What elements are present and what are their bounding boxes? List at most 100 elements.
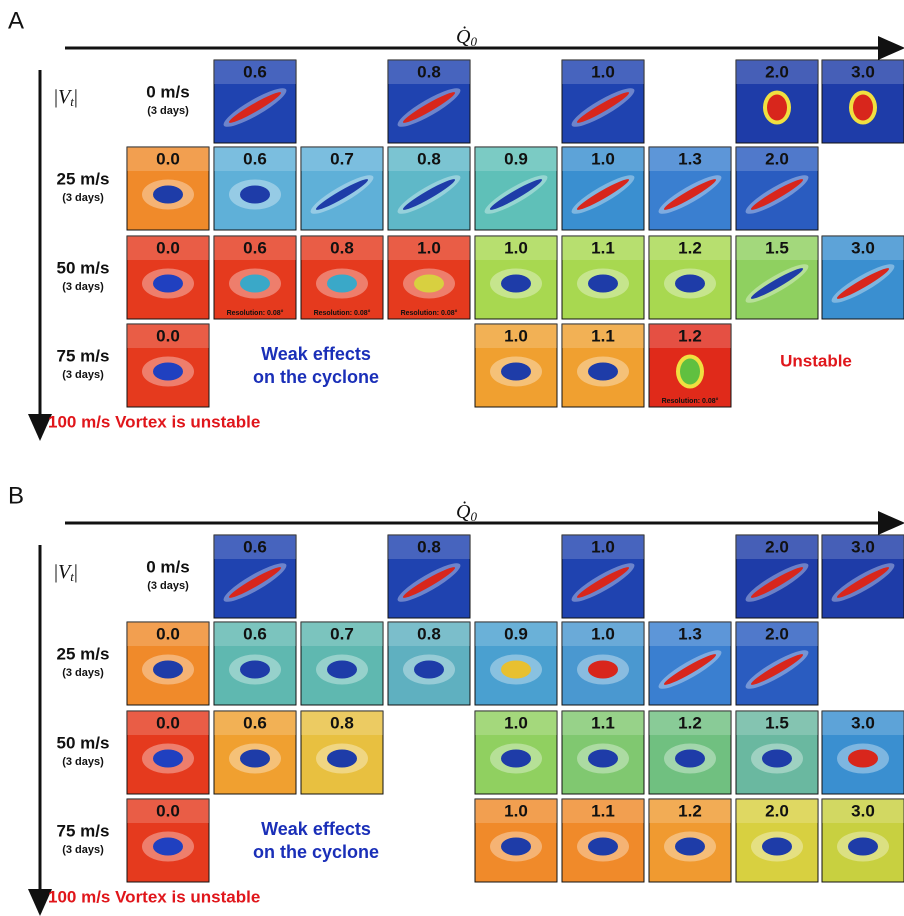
vortex-core (588, 750, 618, 768)
row-sub: (3 days) (62, 192, 104, 204)
tile-title: 1.0 (417, 238, 441, 257)
row-sub: (3 days) (147, 105, 189, 117)
vortex-core (767, 95, 787, 121)
tile-title: 1.5 (765, 238, 789, 257)
tile-title: 3.0 (851, 537, 875, 556)
vortex-core (588, 661, 618, 679)
note-line: on the cyclone (253, 842, 379, 862)
tile: 0.6 (214, 535, 296, 618)
vortex-core (153, 661, 183, 679)
row-sub: (3 days) (147, 580, 189, 592)
tile: 1.1 (562, 711, 644, 794)
tile-title: 3.0 (851, 238, 875, 257)
note-line: Weak effects (261, 344, 371, 364)
tile: 2.0 (736, 60, 818, 143)
tile: 1.1 (562, 236, 644, 319)
unstable-note: Unstable (780, 351, 852, 370)
tile-title: 1.2 (678, 713, 702, 732)
tile: 2.0 (736, 535, 818, 618)
tile: 3.0 (822, 535, 904, 618)
vortex-core (153, 275, 183, 293)
tile: 1.1 (562, 799, 644, 882)
tile: 0.0 (127, 236, 209, 319)
tile-title: 1.0 (504, 326, 528, 345)
tile: 0.7 (301, 147, 383, 230)
tile: 3.0 (822, 236, 904, 319)
vortex-core (675, 275, 705, 293)
tile: 0.0 (127, 799, 209, 882)
tile-title: 0.6 (243, 713, 267, 732)
tile: 1.0 (562, 147, 644, 230)
tile: 1.0 (475, 324, 557, 407)
tile: 1.0 (475, 711, 557, 794)
tile: 1.2 Resolution: 0.08° (649, 324, 731, 407)
tile: 1.5 (736, 236, 818, 319)
tile-title: 1.0 (591, 62, 615, 81)
vortex-core (501, 661, 531, 679)
bottom-note: 100 m/s Vortex is unstable (48, 412, 260, 431)
tile-title: 1.0 (504, 801, 528, 820)
tile: 3.0 (822, 799, 904, 882)
vortex-core (848, 838, 878, 856)
tile-title: 1.1 (591, 713, 615, 732)
vortex-core (588, 363, 618, 381)
vortex-core (853, 95, 873, 121)
vortex-core (680, 359, 700, 385)
vortex-core (501, 363, 531, 381)
tile-title: 1.1 (591, 326, 615, 345)
x-axis-label: Q̇0 (456, 499, 477, 524)
vortex-core (501, 750, 531, 768)
tile: 1.5 (736, 711, 818, 794)
row-label: 25 m/s (57, 644, 110, 663)
tile: 3.0 (822, 711, 904, 794)
panel-label: A (8, 7, 24, 34)
tile: 1.2 (649, 799, 731, 882)
tile-note: Resolution: 0.08° (401, 309, 458, 317)
tile: 1.0 (475, 236, 557, 319)
vortex-core (675, 750, 705, 768)
tile: 1.0 (562, 622, 644, 705)
row-sub: (3 days) (62, 756, 104, 768)
row-sub: (3 days) (62, 281, 104, 293)
tile-title: 0.6 (243, 238, 267, 257)
tile-title: 0.0 (156, 624, 180, 643)
vortex-core (153, 838, 183, 856)
tile-title: 1.0 (591, 537, 615, 556)
tile-note: Resolution: 0.08° (314, 309, 371, 317)
tile: 1.0 (562, 535, 644, 618)
bottom-note: 100 m/s Vortex is unstable (48, 887, 260, 906)
tile: 2.0 (736, 799, 818, 882)
tile: 0.8 (388, 622, 470, 705)
row-label: 25 m/s (57, 169, 110, 188)
vortex-core (240, 186, 270, 204)
vortex-core (762, 838, 792, 856)
row-label: 50 m/s (57, 733, 110, 752)
panel-label: B (8, 482, 24, 509)
tile-title: 1.2 (678, 326, 702, 345)
row-label: 75 m/s (57, 346, 110, 365)
tile-title: 1.0 (591, 149, 615, 168)
vortex-core (240, 750, 270, 768)
y-axis-label: |Vt| (54, 561, 78, 584)
tile-note: Resolution: 0.08° (662, 397, 719, 405)
tile-title: 1.0 (504, 713, 528, 732)
tile-title: 0.6 (243, 149, 267, 168)
panel: BQ̇0|Vt|0 m/s(3 days)0.60.81.02.03.025 m… (8, 482, 904, 913)
figure: AQ̇0|Vt|0 m/s(3 days)0.60.81.02.03.025 m… (0, 0, 904, 916)
y-axis-label: |Vt| (54, 86, 78, 109)
vortex-core (588, 838, 618, 856)
tile: 1.3 (649, 622, 731, 705)
tile: 0.6 (214, 622, 296, 705)
row-sub: (3 days) (62, 667, 104, 679)
tile-title: 1.5 (765, 713, 789, 732)
row-sub: (3 days) (62, 844, 104, 856)
tile-title: 0.0 (156, 238, 180, 257)
weak-note: Weak effectson the cyclone (253, 819, 379, 862)
tile: 1.2 (649, 236, 731, 319)
tile-title: 0.0 (156, 326, 180, 345)
vortex-core (327, 275, 357, 293)
row-label: 50 m/s (57, 258, 110, 277)
tile-title: 0.0 (156, 801, 180, 820)
